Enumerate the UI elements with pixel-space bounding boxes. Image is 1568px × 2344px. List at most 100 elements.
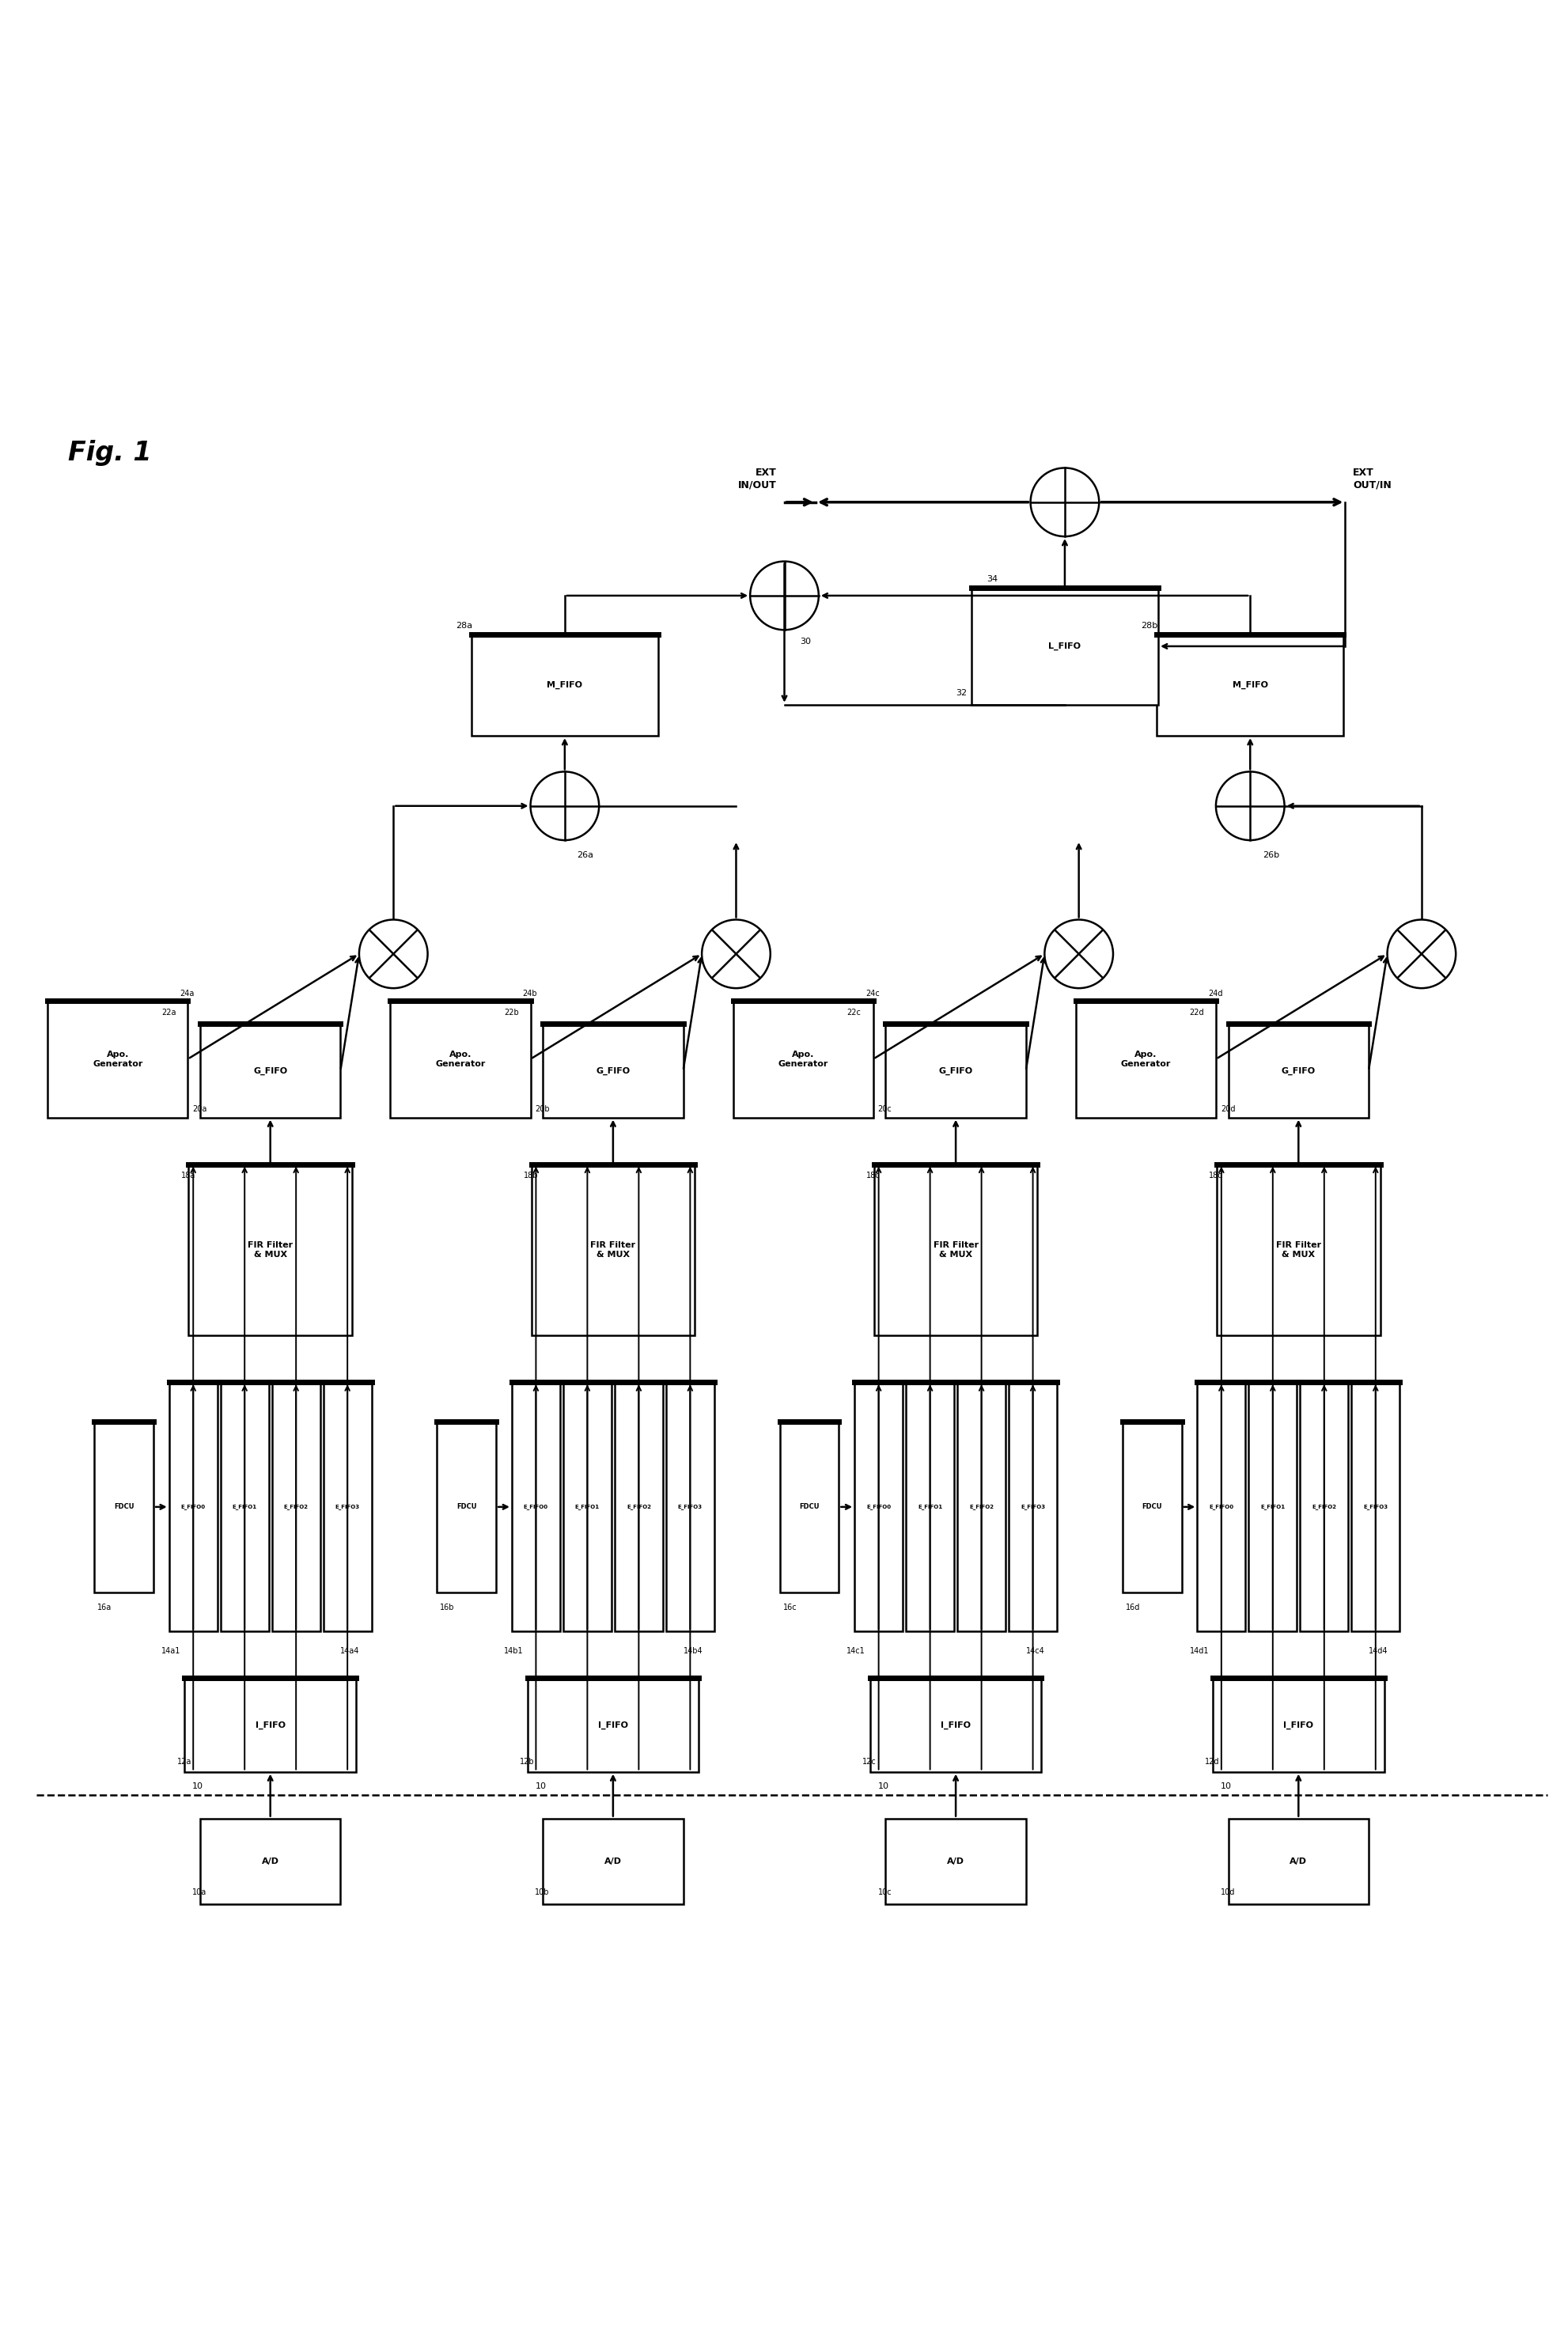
Bar	[437, 1420, 495, 1592]
Text: 10a: 10a	[193, 1889, 207, 1896]
Text: I_FIFO: I_FIFO	[1283, 1720, 1312, 1730]
Text: 14d4: 14d4	[1367, 1648, 1388, 1655]
Bar	[1248, 1383, 1297, 1631]
Circle shape	[1030, 469, 1099, 537]
Text: FDCU: FDCU	[1142, 1503, 1162, 1510]
Text: 16c: 16c	[782, 1603, 797, 1610]
Text: E_FIFO1: E_FIFO1	[575, 1505, 599, 1510]
Text: 14d1: 14d1	[1189, 1648, 1209, 1655]
Text: 28b: 28b	[1140, 621, 1157, 631]
Bar	[1350, 1383, 1399, 1631]
Text: EXT
OUT/IN: EXT OUT/IN	[1352, 466, 1391, 490]
Text: E_FIFO2: E_FIFO2	[284, 1505, 309, 1510]
Text: FDCU: FDCU	[798, 1503, 818, 1510]
Bar	[1076, 1001, 1215, 1118]
Text: 14a1: 14a1	[162, 1648, 180, 1655]
Text: G_FIFO: G_FIFO	[596, 1067, 630, 1076]
Bar	[971, 588, 1157, 706]
Bar	[201, 1024, 340, 1118]
Text: E_FIFO3: E_FIFO3	[1363, 1505, 1388, 1510]
Text: 24d: 24d	[1207, 989, 1221, 999]
Text: 10: 10	[535, 1781, 546, 1791]
Bar	[1217, 1165, 1380, 1336]
Text: Fig. 1: Fig. 1	[67, 441, 151, 466]
Text: 24a: 24a	[180, 989, 194, 999]
Text: I_FIFO: I_FIFO	[597, 1720, 627, 1730]
Bar	[543, 1819, 682, 1903]
Circle shape	[1044, 919, 1113, 989]
Text: 20c: 20c	[878, 1104, 892, 1113]
Bar	[886, 1819, 1025, 1903]
Text: M_FIFO: M_FIFO	[1232, 682, 1267, 689]
Bar	[666, 1383, 713, 1631]
Text: 20b: 20b	[535, 1104, 550, 1113]
Text: A/D: A/D	[1289, 1856, 1306, 1866]
Text: FDCU: FDCU	[456, 1503, 477, 1510]
Text: FIR Filter
& MUX: FIR Filter & MUX	[933, 1242, 978, 1259]
Bar	[323, 1383, 372, 1631]
Bar	[1156, 635, 1342, 736]
Bar	[563, 1383, 612, 1631]
Text: 10: 10	[193, 1781, 204, 1791]
Text: 12a: 12a	[177, 1758, 191, 1765]
Bar	[1008, 1383, 1057, 1631]
Text: 14a4: 14a4	[340, 1648, 359, 1655]
Text: E_FIFO1: E_FIFO1	[1259, 1505, 1284, 1510]
Circle shape	[750, 560, 818, 631]
Bar	[1228, 1024, 1367, 1118]
Text: 16b: 16b	[441, 1603, 455, 1610]
Bar	[615, 1383, 663, 1631]
Text: FIR Filter
& MUX: FIR Filter & MUX	[590, 1242, 635, 1259]
Text: 10d: 10d	[1220, 1889, 1234, 1896]
Bar	[169, 1383, 218, 1631]
Text: E_FIFO3: E_FIFO3	[677, 1505, 702, 1510]
Text: E_FIFO3: E_FIFO3	[1021, 1505, 1044, 1510]
Text: 18a: 18a	[180, 1172, 194, 1179]
Text: 18d: 18d	[1209, 1172, 1223, 1179]
Bar	[185, 1678, 356, 1772]
Bar	[886, 1024, 1025, 1118]
Text: E_FIFO2: E_FIFO2	[626, 1505, 651, 1510]
Text: 14b1: 14b1	[503, 1648, 524, 1655]
Bar	[543, 1024, 682, 1118]
Text: E_FIFO0: E_FIFO0	[866, 1505, 891, 1510]
Text: E_FIFO1: E_FIFO1	[232, 1505, 257, 1510]
Bar	[732, 1001, 873, 1118]
Text: 28a: 28a	[455, 621, 472, 631]
Text: L_FIFO: L_FIFO	[1047, 642, 1080, 649]
Bar	[1196, 1383, 1245, 1631]
Text: I_FIFO: I_FIFO	[941, 1720, 971, 1730]
Bar	[201, 1819, 340, 1903]
Text: G_FIFO: G_FIFO	[1281, 1067, 1316, 1076]
Text: 22b: 22b	[503, 1008, 519, 1017]
Text: FDCU: FDCU	[114, 1503, 133, 1510]
Bar	[1228, 1819, 1367, 1903]
Bar	[870, 1678, 1041, 1772]
Text: FIR Filter
& MUX: FIR Filter & MUX	[248, 1242, 293, 1259]
Text: 18b: 18b	[524, 1172, 538, 1179]
Text: M_FIFO: M_FIFO	[547, 682, 582, 689]
Bar	[221, 1383, 268, 1631]
Bar	[532, 1165, 695, 1336]
Bar	[47, 1001, 188, 1118]
Text: 16a: 16a	[97, 1603, 111, 1610]
Text: 10c: 10c	[878, 1889, 891, 1896]
Circle shape	[701, 919, 770, 989]
Text: 22a: 22a	[162, 1008, 176, 1017]
Text: E_FIFO1: E_FIFO1	[917, 1505, 942, 1510]
Text: 32: 32	[955, 689, 966, 696]
Bar	[94, 1420, 154, 1592]
Text: 20d: 20d	[1220, 1104, 1234, 1113]
Text: 24c: 24c	[866, 989, 880, 999]
Text: E_FIFO2: E_FIFO2	[1311, 1505, 1336, 1510]
Bar	[956, 1383, 1005, 1631]
Text: 26b: 26b	[1262, 851, 1279, 858]
Circle shape	[530, 771, 599, 839]
Bar	[271, 1383, 320, 1631]
Bar	[873, 1165, 1036, 1336]
Circle shape	[1386, 919, 1455, 989]
Text: 10b: 10b	[535, 1889, 549, 1896]
Text: 10: 10	[1220, 1781, 1231, 1791]
Text: E_FIFO0: E_FIFO0	[524, 1505, 547, 1510]
Circle shape	[359, 919, 428, 989]
